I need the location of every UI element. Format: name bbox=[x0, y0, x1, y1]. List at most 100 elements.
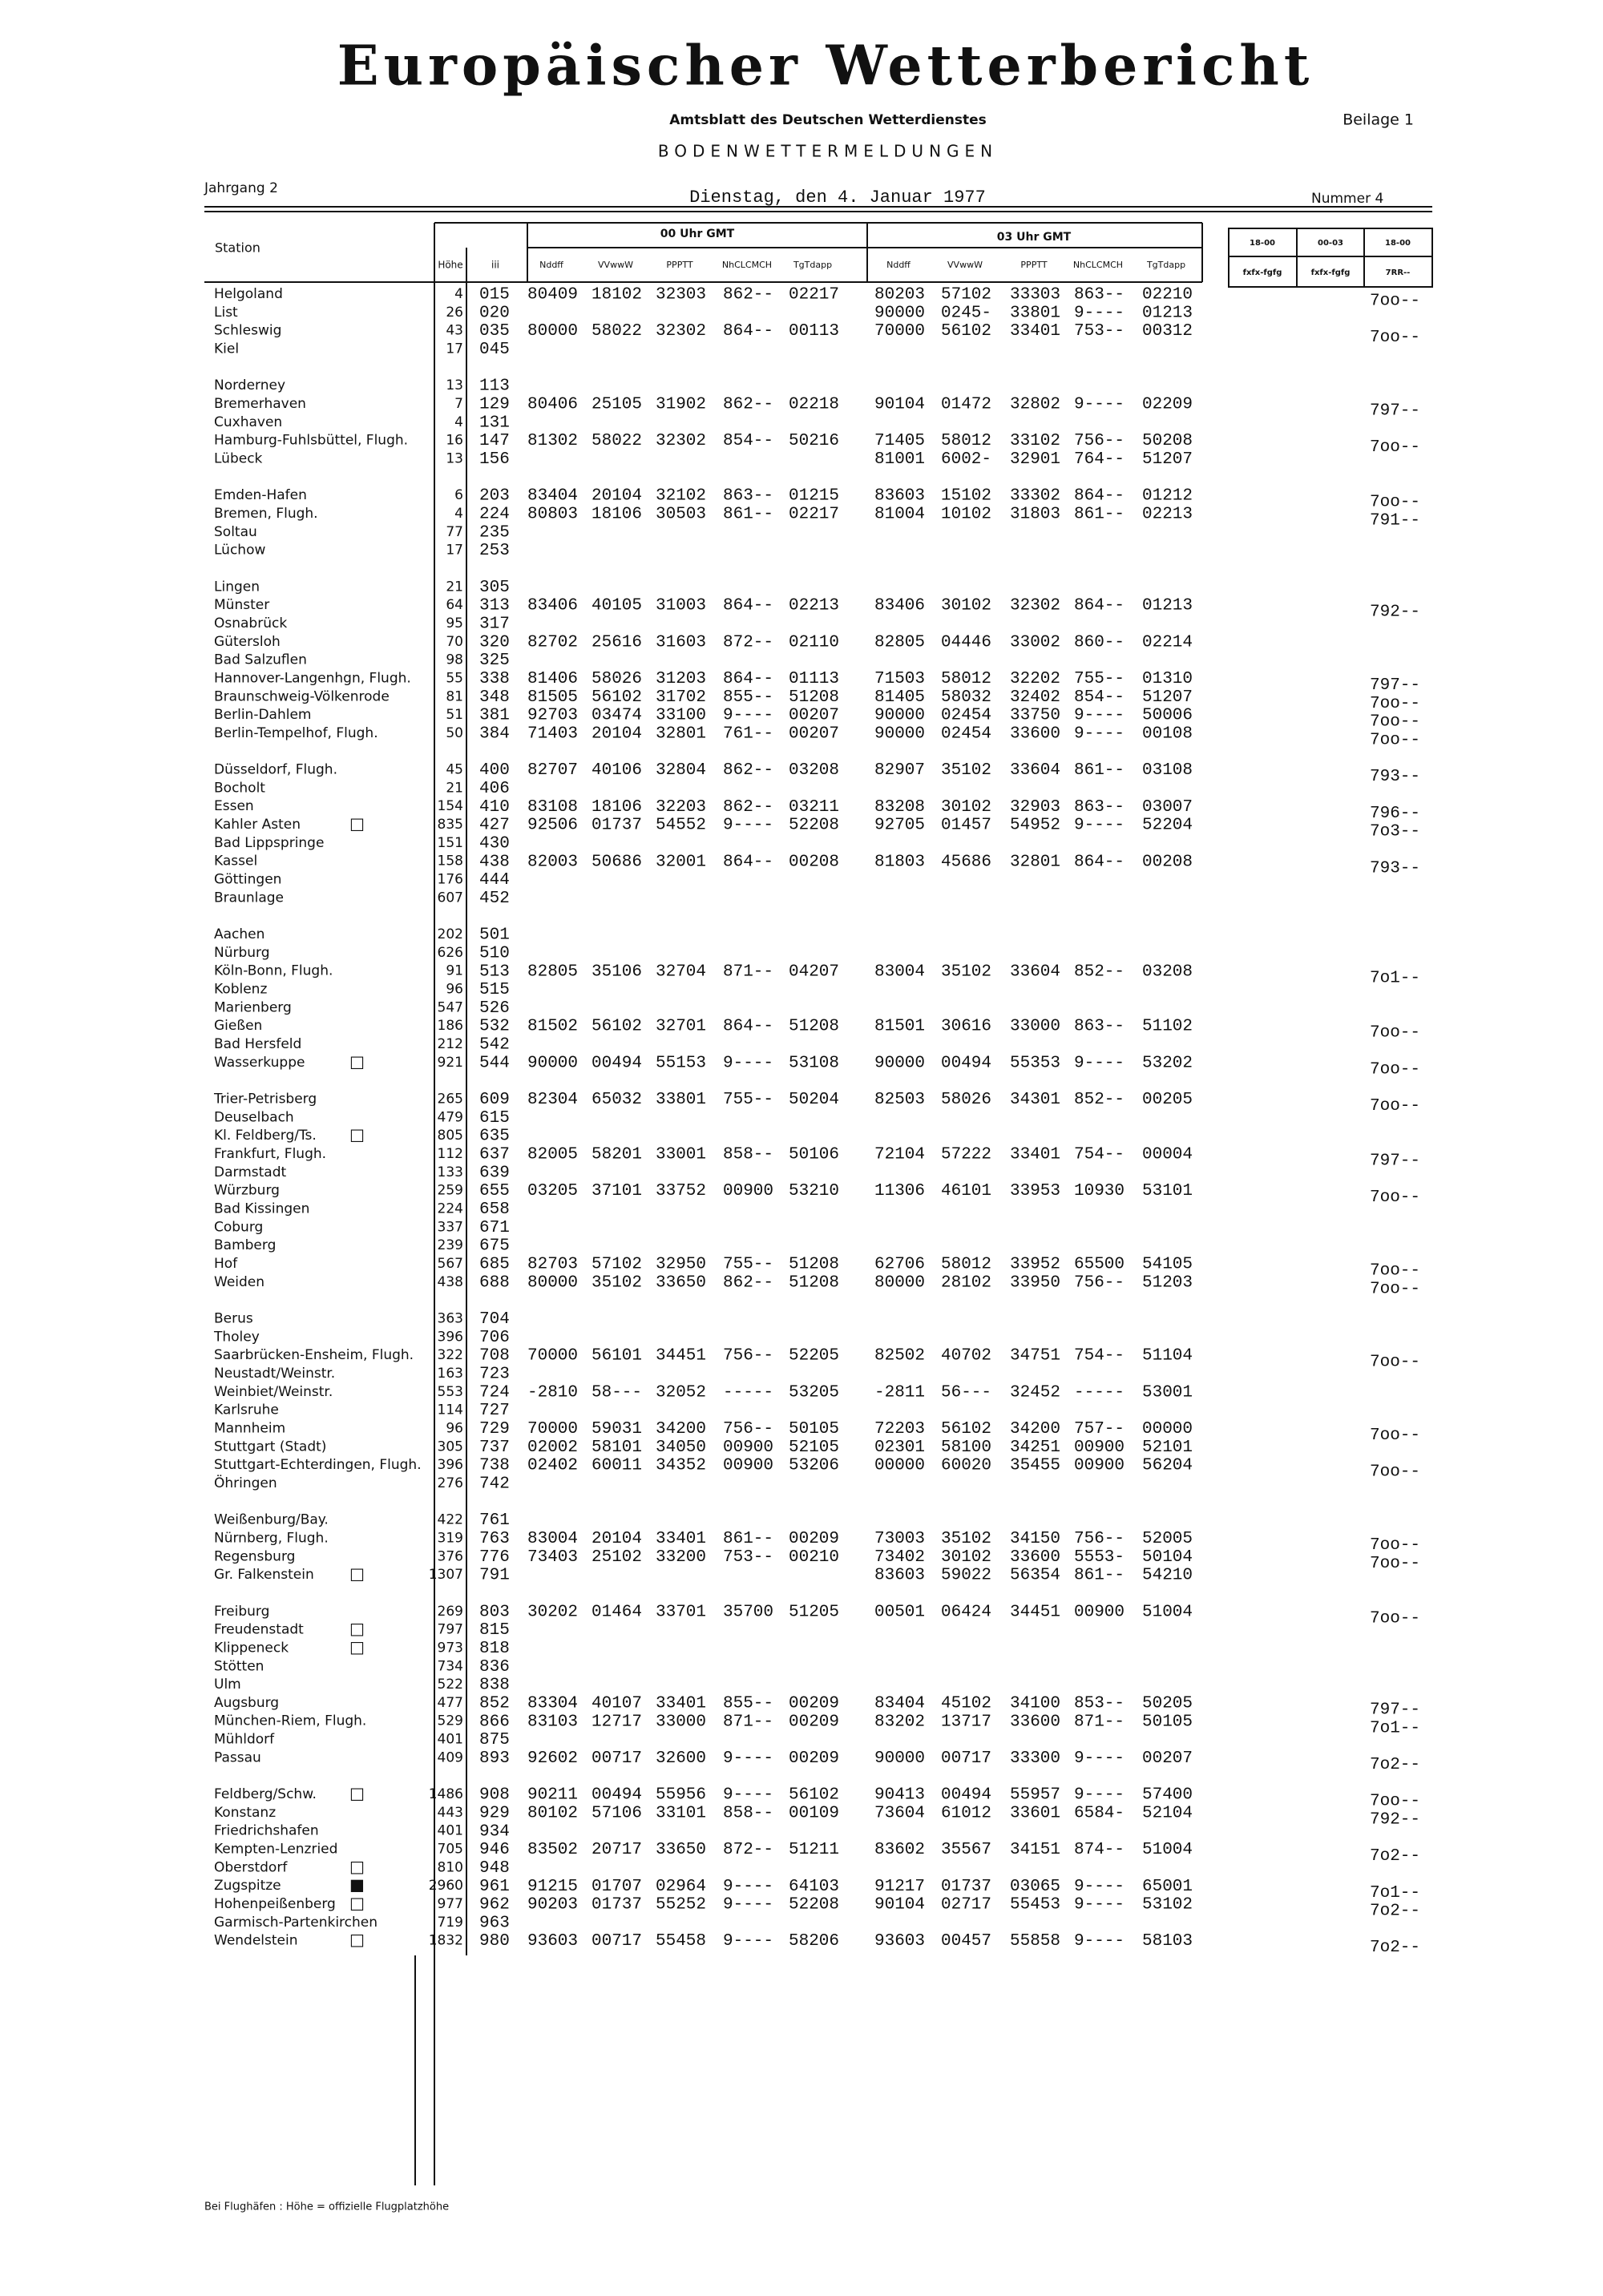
height: 4 bbox=[454, 506, 463, 522]
code-group: 82503 bbox=[874, 1091, 925, 1109]
station: Koblenz bbox=[214, 982, 267, 998]
precip-code: 7o1-- bbox=[1370, 1884, 1420, 1903]
code-group: 9---- bbox=[1074, 1054, 1125, 1072]
code-group: 82005 bbox=[527, 1146, 578, 1164]
code-group: 32052 bbox=[656, 1383, 706, 1402]
code-group: 33952 bbox=[1010, 1256, 1060, 1274]
code-group: 34301 bbox=[1010, 1091, 1060, 1109]
code-group: 864-- bbox=[723, 322, 773, 341]
station: Freudenstadt bbox=[214, 1622, 304, 1638]
code-group: 35102 bbox=[941, 962, 991, 981]
field-header: NhCLCMCH bbox=[1073, 260, 1123, 270]
code-group: 757-- bbox=[1074, 1420, 1125, 1439]
code-group: 33801 bbox=[656, 1091, 706, 1109]
station-index: 934 bbox=[479, 1822, 510, 1841]
height: 212 bbox=[438, 1036, 463, 1052]
code-group: 18102 bbox=[592, 286, 642, 305]
code-group: 53108 bbox=[789, 1054, 839, 1072]
code-group: 30102 bbox=[941, 597, 991, 615]
code-group: 20104 bbox=[592, 1530, 642, 1548]
code-group: 81406 bbox=[527, 670, 578, 688]
station-index: 724 bbox=[479, 1383, 510, 1402]
precip-code: 7o3-- bbox=[1370, 823, 1420, 841]
station-index: 866 bbox=[479, 1713, 510, 1731]
station: Garmisch-Partenkirchen bbox=[214, 1915, 378, 1931]
station: Marienberg bbox=[214, 999, 292, 1015]
code-group: 9---- bbox=[1074, 396, 1125, 414]
code-group: 83202 bbox=[874, 1713, 925, 1731]
station-mark: □ bbox=[349, 1894, 365, 1913]
height: 438 bbox=[438, 1274, 463, 1290]
precip-code: 7o2-- bbox=[1370, 1847, 1420, 1866]
column-header: 03 Uhr GMT bbox=[997, 231, 1072, 244]
code-group: 54105 bbox=[1142, 1256, 1193, 1274]
code-group: 93603 bbox=[527, 1932, 578, 1951]
code-group: 33100 bbox=[656, 707, 706, 725]
code-group: 33000 bbox=[1010, 1018, 1060, 1036]
code-group: 82805 bbox=[527, 962, 578, 981]
code-group: 83404 bbox=[874, 1694, 925, 1713]
code-group: 52204 bbox=[1142, 817, 1193, 835]
code-group: 01113 bbox=[789, 670, 839, 688]
code-group: 50686 bbox=[592, 853, 642, 871]
height: 1307 bbox=[429, 1567, 463, 1583]
code-group: 52205 bbox=[789, 1347, 839, 1366]
code-group: 50006 bbox=[1142, 707, 1193, 725]
code-group: 15102 bbox=[941, 487, 991, 506]
code-group: 51207 bbox=[1142, 688, 1193, 707]
code-group: 9---- bbox=[1074, 304, 1125, 322]
code-group: 83108 bbox=[527, 798, 578, 817]
height: 45 bbox=[446, 762, 463, 778]
station: Bremerhaven bbox=[214, 396, 306, 412]
code-group: 33002 bbox=[1010, 633, 1060, 652]
station-index: 526 bbox=[479, 999, 510, 1018]
code-group: 90203 bbox=[527, 1896, 578, 1915]
field-header: VVwwW bbox=[598, 260, 633, 270]
station: Oberstdorf bbox=[214, 1859, 288, 1875]
subtitle: Amtsblatt des Deutschen Wetterdienstes bbox=[669, 112, 987, 128]
code-group: 01737 bbox=[592, 1896, 642, 1915]
code-group: 00209 bbox=[789, 1530, 839, 1548]
station: Stuttgart-Echterdingen, Flugh. bbox=[214, 1457, 422, 1473]
column-header: 00 Uhr GMT bbox=[660, 228, 735, 240]
code-group: 62706 bbox=[874, 1256, 925, 1274]
code-group: 864-- bbox=[1074, 597, 1125, 615]
code-group: 35102 bbox=[941, 1530, 991, 1548]
code-group: 83603 bbox=[874, 487, 925, 506]
height: 151 bbox=[438, 835, 463, 851]
code-group: 34100 bbox=[1010, 1694, 1060, 1713]
code-group: 04446 bbox=[941, 633, 991, 652]
precip-code: 7oo-- bbox=[1370, 1426, 1420, 1445]
code-group: 03065 bbox=[1010, 1878, 1060, 1896]
code-group: 32600 bbox=[656, 1749, 706, 1768]
code-group: 34352 bbox=[656, 1457, 706, 1475]
precip-code: 7oo-- bbox=[1370, 438, 1420, 457]
volume: Jahrgang 2 bbox=[204, 180, 278, 196]
code-group: ----- bbox=[723, 1383, 773, 1402]
station-index: 963 bbox=[479, 1914, 510, 1932]
code-group: 00501 bbox=[874, 1603, 925, 1621]
height: 401 bbox=[438, 1823, 463, 1839]
code-group: 56204 bbox=[1142, 1457, 1193, 1475]
code-group: 54952 bbox=[1010, 817, 1060, 835]
station: Bad Salzuflen bbox=[214, 652, 307, 668]
code-group: 03205 bbox=[527, 1182, 578, 1200]
station: Köln-Bonn, Flugh. bbox=[214, 963, 333, 979]
precip-code: 7oo-- bbox=[1370, 1536, 1420, 1555]
station: Ulm bbox=[214, 1677, 241, 1693]
code-group: 864-- bbox=[723, 670, 773, 688]
station-index: 763 bbox=[479, 1530, 510, 1548]
precip-code: 7o1-- bbox=[1370, 969, 1420, 987]
code-group: 72104 bbox=[874, 1146, 925, 1164]
height: 376 bbox=[438, 1548, 463, 1564]
code-group: 33302 bbox=[1010, 487, 1060, 506]
code-group: 55458 bbox=[656, 1932, 706, 1951]
station-index: 544 bbox=[479, 1054, 510, 1072]
station-index: 015 bbox=[479, 286, 510, 305]
code-group: 18106 bbox=[592, 506, 642, 524]
height: 553 bbox=[438, 1384, 463, 1400]
station-index: 113 bbox=[479, 377, 510, 396]
code-group: 32302 bbox=[656, 322, 706, 341]
code-group: 04207 bbox=[789, 962, 839, 981]
